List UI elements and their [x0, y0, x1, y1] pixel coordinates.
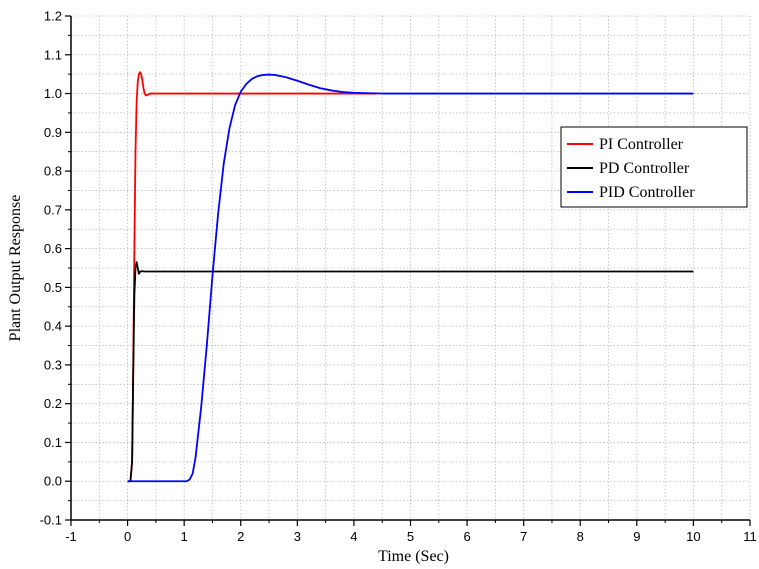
- y-tick-label: 0.9: [44, 125, 62, 140]
- y-tick-label: -0.1: [40, 513, 62, 528]
- x-tick-label: 4: [350, 529, 357, 544]
- x-tick-label: 10: [686, 529, 700, 544]
- x-tick-label: 3: [294, 529, 301, 544]
- x-axis-title: Time (Sec): [378, 548, 449, 565]
- axes: [65, 15, 751, 526]
- y-tick-label: 0.4: [44, 319, 62, 334]
- y-axis-title: Plant Output Response: [7, 195, 24, 342]
- x-tick-label: 6: [463, 529, 470, 544]
- y-tick-label: 0.5: [44, 280, 62, 295]
- y-tick-label: 1.1: [44, 47, 62, 62]
- y-tick-label: 0.0: [44, 474, 62, 489]
- x-tick-label: 2: [237, 529, 244, 544]
- y-tick-label: 0.7: [44, 202, 62, 217]
- x-tick-label: 11: [743, 529, 757, 544]
- y-tick-label: 0.6: [44, 241, 62, 256]
- x-tick-label: 9: [633, 529, 640, 544]
- legend-label: PD Controller: [599, 160, 690, 177]
- x-tick-label: 1: [181, 529, 188, 544]
- y-tick-label: 1.0: [44, 86, 62, 101]
- x-tick-label: 7: [520, 529, 527, 544]
- y-tick-label: 0.3: [44, 357, 62, 372]
- legend: PI Controller PD Controller PID Controller: [560, 126, 748, 208]
- series-line-pid-controller: [127, 73, 694, 483]
- x-tick-label: 0: [124, 529, 131, 544]
- y-tick-label: 1.2: [44, 9, 62, 24]
- grid-lines: [70, 15, 751, 521]
- legend-label: PID Controller: [599, 184, 695, 201]
- x-tick-label: 8: [577, 529, 584, 544]
- x-tick-label: 5: [407, 529, 414, 544]
- y-tick-label: 0.8: [44, 164, 62, 179]
- tick-labels: -1 0 1 2 3 4 5 6 7 8 9 10 11 -0.1 0.0 0.1 0.2 0.3 0.4 0.5 0.…: [40, 9, 757, 545]
- series-line-pd-controller: [127, 261, 694, 483]
- x-tick-label: -1: [65, 529, 77, 544]
- series-line-pi-controller: [127, 71, 377, 483]
- y-tick-label: 0.1: [44, 435, 62, 450]
- series-lines: [127, 71, 694, 483]
- legend-label: PI Controller: [599, 136, 684, 153]
- y-tick-label: 0.2: [44, 396, 62, 411]
